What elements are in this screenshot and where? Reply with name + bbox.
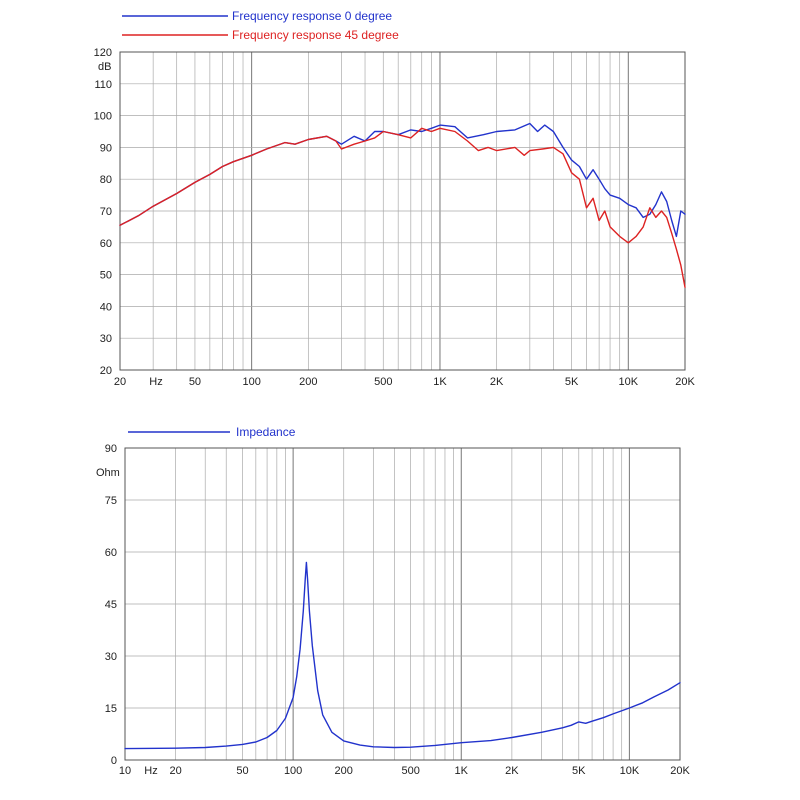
y-axis-unit-ohm: Ohm bbox=[96, 467, 120, 479]
x-tick-label: 500 bbox=[401, 765, 419, 777]
y-tick-label: 30 bbox=[100, 333, 112, 345]
x-axis-unit-hz: Hz bbox=[144, 765, 157, 777]
impedance-grid bbox=[124, 447, 681, 761]
legend-label-45-degree: Frequency response 45 degree bbox=[232, 28, 399, 42]
x-tick-label: 2K bbox=[505, 765, 519, 777]
frequency-response-y-tick-labels: 20 30 40 50 60 70 80 90 100 110 120 bbox=[94, 47, 112, 377]
x-tick-label: 20K bbox=[670, 765, 690, 777]
y-tick-label: 110 bbox=[94, 79, 112, 91]
x-tick-label: 10K bbox=[620, 765, 640, 777]
y-tick-label: 60 bbox=[100, 238, 112, 250]
y-tick-label: 45 bbox=[105, 599, 117, 611]
x-tick-label: 10K bbox=[619, 376, 639, 388]
y-tick-label: 50 bbox=[100, 270, 112, 282]
y-axis-unit-db: dB bbox=[98, 61, 111, 73]
impedance-y-tick-labels: 0 15 30 45 60 75 90 bbox=[105, 443, 117, 767]
y-tick-label: 80 bbox=[100, 174, 112, 186]
frequency-response-chart: Frequency response 0 degree Frequency re… bbox=[94, 9, 696, 388]
impedance-chart: Impedance Ohm Hz 0 15 30 45 60 75 90 10 20 50 100… bbox=[96, 425, 690, 777]
x-tick-label: 50 bbox=[189, 376, 201, 388]
y-tick-label: 40 bbox=[100, 301, 112, 313]
x-tick-label: 1K bbox=[433, 376, 447, 388]
impedance-series bbox=[124, 561, 681, 750]
y-tick-label: 120 bbox=[94, 47, 112, 59]
frequency-response-legend: Frequency response 0 degree Frequency re… bbox=[122, 9, 399, 42]
x-tick-label: 500 bbox=[374, 376, 392, 388]
x-tick-label: 100 bbox=[242, 376, 260, 388]
impedance-x-tick-labels: 10 20 50 100 200 500 1K 2K 5K 10K 20K bbox=[119, 765, 691, 777]
impedance-legend: Impedance bbox=[128, 425, 296, 439]
y-tick-label: 70 bbox=[100, 206, 112, 218]
y-tick-label: 20 bbox=[100, 365, 112, 377]
x-tick-label: 1K bbox=[455, 765, 469, 777]
legend-label-impedance: Impedance bbox=[236, 425, 296, 439]
x-tick-label: 5K bbox=[565, 376, 579, 388]
frequency-response-plot-frame bbox=[119, 51, 686, 371]
y-tick-label: 15 bbox=[105, 703, 117, 715]
x-tick-label: 20 bbox=[169, 765, 181, 777]
legend-label-0-degree: Frequency response 0 degree bbox=[232, 9, 392, 23]
frequency-response-series bbox=[119, 122, 686, 288]
series-line-impedance bbox=[124, 561, 681, 750]
x-axis-unit-hz: Hz bbox=[149, 376, 162, 388]
x-tick-label: 200 bbox=[335, 765, 353, 777]
x-tick-label: 100 bbox=[284, 765, 302, 777]
x-tick-label: 20K bbox=[675, 376, 695, 388]
x-tick-label: 50 bbox=[236, 765, 248, 777]
frequency-response-x-tick-labels: 20 50 100 200 500 1K 2K 5K 10K 20K bbox=[114, 376, 696, 388]
series-line-frequency-response-45-degree bbox=[119, 127, 686, 288]
y-tick-label: 60 bbox=[105, 547, 117, 559]
x-tick-label: 2K bbox=[490, 376, 504, 388]
y-tick-label: 75 bbox=[105, 495, 117, 507]
x-tick-label: 10 bbox=[119, 765, 131, 777]
frequency-response-grid bbox=[119, 51, 686, 371]
y-tick-label: 0 bbox=[111, 755, 117, 767]
y-tick-label: 90 bbox=[100, 142, 112, 154]
x-tick-label: 5K bbox=[572, 765, 586, 777]
y-tick-label: 30 bbox=[105, 651, 117, 663]
x-tick-label: 20 bbox=[114, 376, 126, 388]
impedance-plot-frame bbox=[124, 447, 681, 761]
x-tick-label: 200 bbox=[299, 376, 317, 388]
y-tick-label: 100 bbox=[94, 111, 112, 123]
y-tick-label: 90 bbox=[105, 443, 117, 455]
